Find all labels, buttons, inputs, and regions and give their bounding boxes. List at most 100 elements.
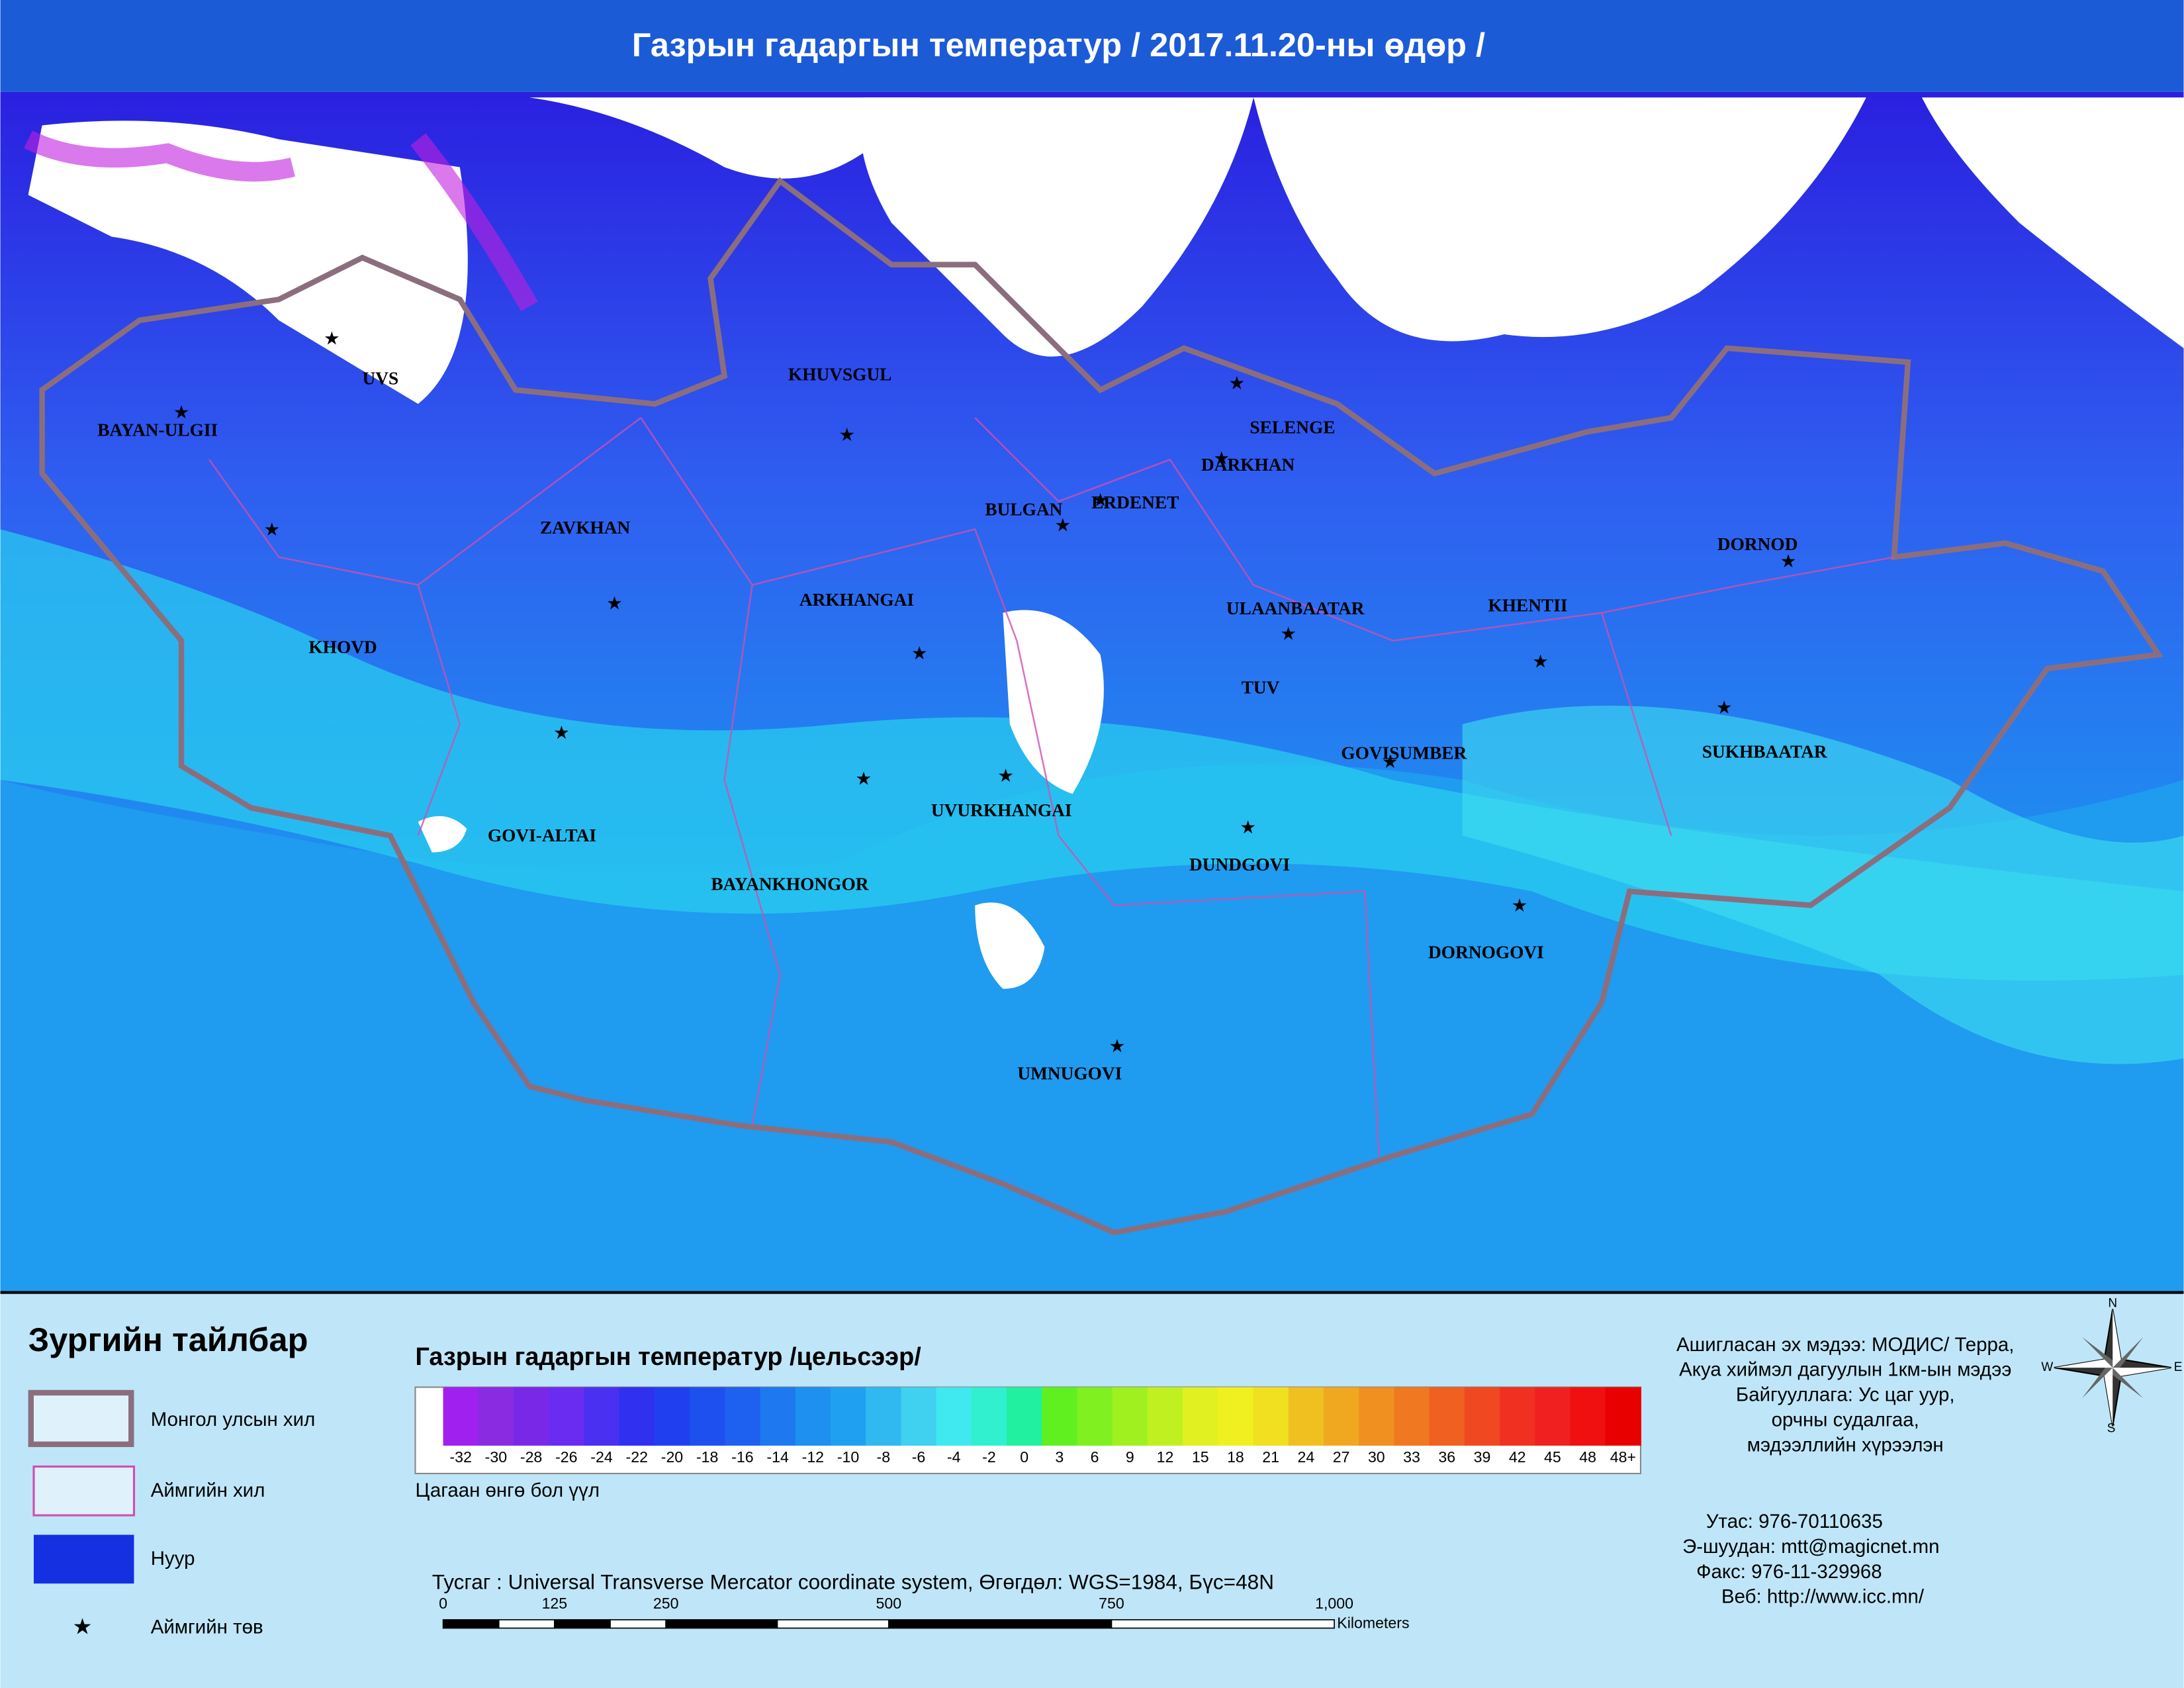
province-star: ★ — [1213, 448, 1230, 469]
province-label: DORNOGOVI — [1428, 942, 1544, 962]
colorbar-label: -16 — [731, 1448, 753, 1466]
province-star: ★ — [606, 592, 623, 613]
colorbar-cell — [1147, 1387, 1184, 1446]
legend-swatch-border — [28, 1389, 134, 1448]
colorbar-cell — [760, 1387, 796, 1446]
colorbar-cell — [1324, 1387, 1360, 1446]
province-star: ★ — [1092, 490, 1109, 510]
province-labels: BAYAN-ULGII UVS KHUVSGUL SELENGE DARKHAN BULG… — [97, 364, 1827, 1083]
colorbar-label: -32 — [449, 1448, 471, 1466]
province-label: GOVISUMBER — [1341, 743, 1467, 763]
colorbar-label: 36 — [1438, 1448, 1455, 1466]
colorbar-label: 6 — [1091, 1448, 1099, 1466]
province-borders — [208, 417, 1895, 1156]
contact-line: Утас: 976-70110635 — [1706, 1511, 1883, 1532]
colorbar-label: -28 — [520, 1448, 542, 1466]
colorbar-cell — [1500, 1387, 1536, 1446]
province-label: GOVI-ALTAI — [488, 825, 596, 845]
source-block: Ашигласан эх мэдээ: МОДИС/ Терра, Акуа хи… — [1676, 1334, 2014, 1456]
colorbar-note: Цагаан өнгө бол үүл — [415, 1479, 600, 1501]
source-line: Байгууллага: Ус цаг уур, — [1736, 1384, 1955, 1406]
colorbar-label: 9 — [1126, 1448, 1134, 1466]
colorbar-label: -24 — [590, 1448, 613, 1466]
colorbar-label: -2 — [982, 1448, 996, 1466]
source-line: Ашигласан эх мэдээ: МОДИС/ Терра, — [1676, 1334, 2014, 1356]
scale-segment — [1111, 1619, 1335, 1629]
compass-letter: N — [2108, 1296, 2117, 1310]
colorbar-label: 48+ — [1610, 1448, 1636, 1466]
projection: Тусгаг : Universal Transverse Mercator c… — [432, 1570, 1274, 1594]
colorbar-cell — [936, 1387, 972, 1446]
compass-letter: E — [2174, 1360, 2183, 1374]
colorbar-label: 18 — [1227, 1448, 1244, 1466]
scale-label: 250 — [653, 1595, 679, 1612]
legend-item: Монгол улсын хил — [151, 1409, 316, 1430]
colorbar-cell — [584, 1387, 620, 1446]
colorbar-cell — [1253, 1387, 1289, 1446]
province-label: BAYANKHONGOR — [711, 874, 868, 894]
province-star: ★ — [1229, 373, 1246, 393]
source-line: орчны судалгаа, — [1772, 1409, 1919, 1430]
province-label: SUKHBAATAR — [1702, 742, 1827, 762]
province-star: ★ — [1512, 895, 1528, 915]
contact-line: Веб: http://www.icc.mn/ — [1721, 1586, 1925, 1608]
legend-title: Зургийн тайлбар — [28, 1321, 308, 1358]
colorbar-cell — [901, 1387, 937, 1446]
scale-label: 0 — [439, 1595, 447, 1612]
colorbar-cell — [654, 1387, 691, 1446]
colorbar-cell — [725, 1387, 761, 1446]
province-star: ★ — [1532, 651, 1549, 672]
scale-segment — [442, 1619, 500, 1629]
legend-item: Нуур — [151, 1548, 195, 1570]
colorbar-cell — [619, 1387, 655, 1446]
colorbar-cell — [1394, 1387, 1430, 1446]
legend-item: Аймгийн хил — [151, 1479, 265, 1501]
colorbar-cell — [478, 1387, 515, 1446]
province-star: ★ — [911, 643, 928, 663]
province-label: ERDENET — [1091, 492, 1179, 512]
colorbar-label: 24 — [1298, 1448, 1315, 1466]
colorbar-label: -22 — [626, 1448, 648, 1466]
province-star: ★ — [264, 519, 281, 539]
province-label: UMNUGOVI — [1017, 1064, 1122, 1084]
province-label: UVURKHANGAI — [931, 800, 1072, 820]
colorbar-label: 30 — [1368, 1448, 1385, 1466]
province-label: BAYAN-ULGII — [97, 420, 218, 440]
province-label: SELENGE — [1250, 417, 1335, 437]
colorbar-label: 39 — [1474, 1448, 1491, 1466]
colorbar-cell — [1605, 1387, 1642, 1446]
scale-bar: 0 125 250 500 750 1,000 Kilometers — [439, 1595, 1409, 1631]
colorbar-label: -18 — [696, 1448, 718, 1466]
colorbar-title: Газрын гадаргын температур /цельсээр/ — [415, 1343, 921, 1371]
legend-star: ★ — [73, 1615, 93, 1639]
country-border — [39, 177, 2163, 1236]
colorbar-label: 27 — [1333, 1448, 1350, 1466]
colorbar-label: 33 — [1403, 1448, 1420, 1466]
colorbar-cell — [443, 1387, 479, 1446]
colorbar-cell — [1570, 1387, 1606, 1446]
scale-segment — [776, 1619, 889, 1629]
colorbar-cell — [549, 1387, 585, 1446]
province-label: ZAVKHAN — [540, 518, 630, 538]
province-star: ★ — [1240, 817, 1256, 837]
colorbar-cell — [866, 1387, 902, 1446]
colorbar-cell — [1359, 1387, 1395, 1446]
province-star: ★ — [997, 765, 1014, 786]
colorbar-cell — [1218, 1387, 1254, 1446]
province-star: ★ — [839, 424, 855, 445]
colorbar-label: -12 — [802, 1448, 824, 1466]
legend-item: Аймгийн төв — [151, 1616, 263, 1638]
province-label: KHENTII — [1488, 596, 1568, 616]
colorbar-label: 3 — [1055, 1448, 1064, 1466]
scale-segment — [887, 1619, 1113, 1629]
province-star: ★ — [324, 328, 340, 349]
colorbar-label: 48 — [1579, 1448, 1596, 1466]
colorbar-label: -4 — [947, 1448, 961, 1466]
contact-line: Факс: 976-11-329968 — [1696, 1561, 1882, 1583]
colorbar-cell — [513, 1387, 550, 1446]
compass-letter: W — [2041, 1360, 2053, 1374]
colorbar-label: 12 — [1157, 1448, 1174, 1466]
scale-segment — [554, 1619, 611, 1629]
source-line: мэдээллийн хүрээлэн — [1747, 1434, 1944, 1456]
map-image — [0, 91, 2184, 1293]
